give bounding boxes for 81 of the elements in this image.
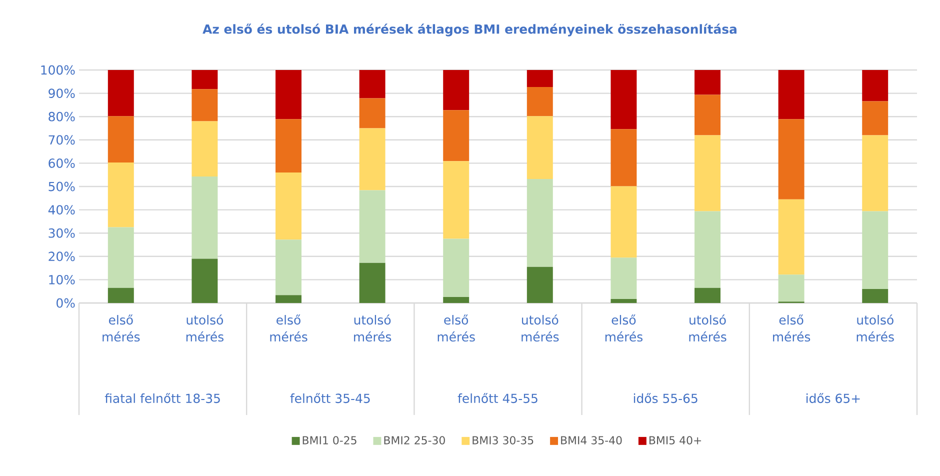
x-tick-label: első mérés (773, 314, 810, 342)
bar (526, 116, 553, 180)
x-tick-label: első mérés (102, 314, 140, 342)
bar (862, 289, 888, 303)
bar (359, 262, 386, 303)
x-tick-label: utolsó mérés (522, 314, 559, 342)
legend-label: BMI5 40+ (650, 436, 702, 444)
bar (359, 98, 386, 128)
y-tick-label: 70% (48, 135, 75, 145)
bar (778, 119, 804, 200)
y-tick-label: 60% (48, 158, 75, 168)
bar (192, 258, 218, 303)
bar (694, 70, 720, 95)
bar (443, 70, 470, 110)
bar (862, 70, 888, 102)
legend-label: BMI1 0-25 (302, 436, 356, 444)
bar (276, 172, 302, 240)
y-tick-label: 40% (48, 205, 75, 215)
y-tick-label: 100% (41, 65, 75, 75)
bar (359, 128, 386, 190)
bar (862, 135, 888, 212)
bar (610, 186, 637, 258)
bar (610, 70, 637, 130)
text: idős 65+ (806, 392, 860, 404)
bar (108, 116, 134, 162)
bar (778, 70, 804, 120)
bar (359, 70, 386, 98)
bar (108, 227, 134, 288)
bar (108, 70, 134, 116)
y-tick-label: 90% (48, 88, 75, 98)
bar (108, 162, 134, 228)
bar (276, 119, 302, 173)
bar (526, 70, 553, 88)
bar (778, 199, 804, 275)
y-tick-label: 80% (48, 112, 75, 122)
text: felnőtt 35-45 (290, 392, 370, 404)
bar (192, 89, 218, 122)
text: idős 55-65 (634, 392, 698, 404)
bar (526, 179, 553, 267)
bar (192, 176, 218, 259)
bar (276, 240, 302, 296)
legend-label: BMI2 25-30 (384, 436, 445, 444)
x-tick-label: első mérés (270, 314, 308, 342)
x-tick-label: első mérés (438, 314, 475, 342)
bar (443, 161, 470, 239)
bar (276, 70, 302, 120)
bar (526, 266, 553, 303)
x-tick-label: első mérés (605, 314, 642, 342)
bar (694, 94, 720, 136)
y-tick-label: 20% (48, 252, 75, 262)
bar (276, 295, 302, 303)
y-tick-label: 10% (49, 274, 75, 284)
x-tick-label: utolsó mérés (186, 314, 224, 342)
bar (443, 296, 470, 303)
chart-title: Az első és utolsó BIA mérések átlagos BMI eredményeinek összehasonlítása (202, 24, 736, 36)
text: fiatal felnőtt 18-35 (104, 392, 220, 404)
legend-label: BMI3 30-35 (472, 436, 534, 444)
bar (694, 288, 720, 303)
bar (862, 101, 888, 136)
bar (108, 288, 134, 303)
bar (192, 70, 218, 90)
y-tick-label: 0% (56, 298, 75, 308)
bar (443, 110, 470, 162)
text: felnőtt 45-55 (458, 392, 538, 404)
bar (694, 135, 720, 212)
bar (778, 274, 804, 302)
bar (526, 87, 553, 116)
y-tick-label: 50% (48, 182, 75, 192)
bar (862, 211, 888, 290)
legend-label: BMI4 35-40 (561, 436, 622, 444)
x-tick-label: utolsó mérés (354, 314, 392, 342)
y-tick-label: 30% (48, 228, 75, 238)
bar (694, 211, 720, 288)
bar (443, 238, 470, 297)
x-tick-label: utolsó mérés (689, 314, 726, 342)
bar (610, 129, 637, 186)
x-tick-label: utolsó mérés (856, 314, 894, 342)
bar (192, 121, 218, 176)
bar (610, 299, 637, 303)
bar (359, 190, 386, 263)
bar (610, 258, 637, 300)
